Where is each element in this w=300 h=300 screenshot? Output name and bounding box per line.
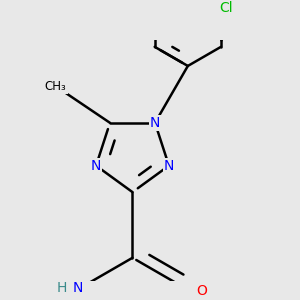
Text: N: N bbox=[164, 159, 174, 173]
Text: O: O bbox=[196, 284, 207, 298]
Text: Cl: Cl bbox=[219, 2, 233, 16]
Text: N: N bbox=[91, 159, 101, 173]
Text: N: N bbox=[73, 281, 83, 296]
Text: H: H bbox=[56, 281, 67, 296]
Text: N: N bbox=[150, 116, 160, 130]
Text: CH₃: CH₃ bbox=[45, 80, 66, 93]
